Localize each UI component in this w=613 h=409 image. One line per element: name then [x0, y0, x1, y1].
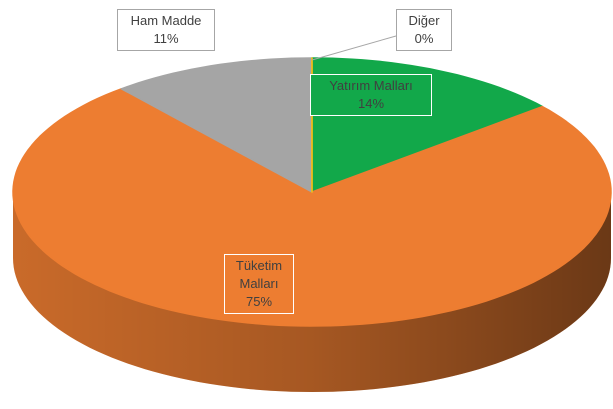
- data-label: Tüketim Malları 75%: [224, 254, 294, 314]
- category-label: Yatırım Malları: [329, 78, 413, 93]
- value-label: 75%: [245, 294, 273, 309]
- category-label: Ham Madde: [130, 13, 202, 28]
- value-label: 11%: [153, 31, 179, 46]
- slice-side-shade: [13, 192, 611, 392]
- slice: [120, 57, 313, 193]
- leader-line: [311, 35, 397, 61]
- category-label: Diğer: [408, 13, 440, 28]
- slice: [12, 88, 612, 327]
- value-label: 0%: [414, 31, 434, 46]
- data-label: Diğer 0%: [396, 9, 452, 51]
- category-label: Tüketim Malları: [235, 258, 283, 291]
- data-label: Ham Madde 11%: [117, 9, 215, 51]
- value-label: 14%: [357, 96, 385, 111]
- data-label: Yatırım Malları 14%: [310, 74, 432, 116]
